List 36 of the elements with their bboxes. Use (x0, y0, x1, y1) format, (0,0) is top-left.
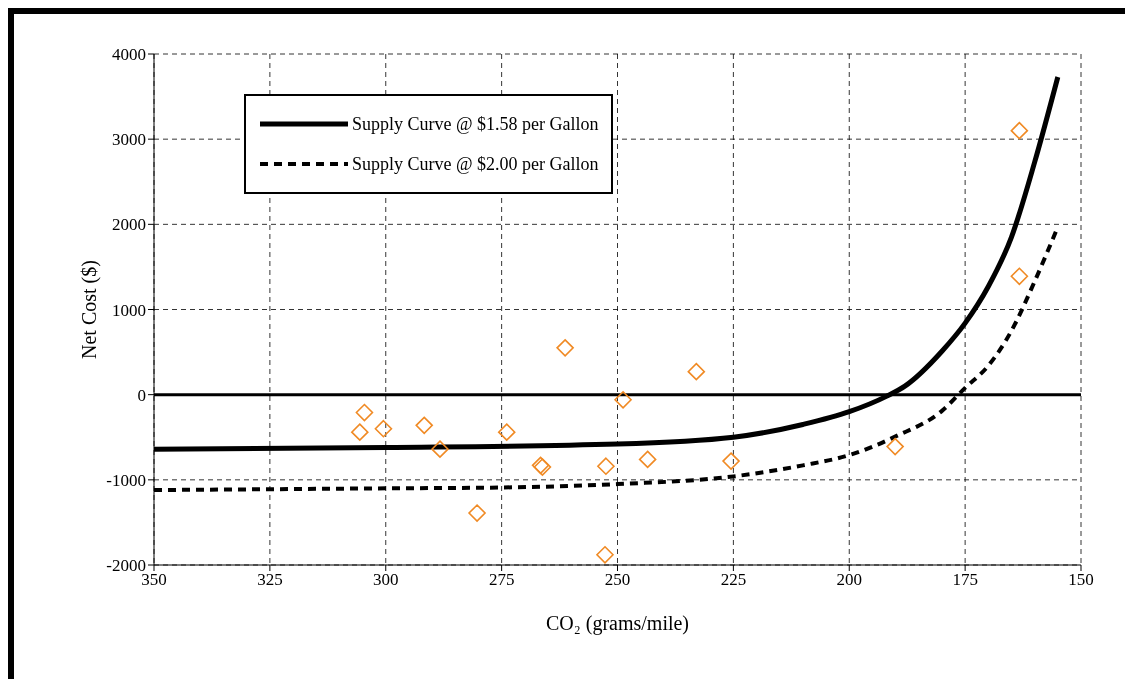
x-tick-label: 300 (373, 570, 399, 590)
point (687, 362, 706, 381)
y-tick-label: 0 (137, 385, 146, 405)
point (1010, 121, 1029, 140)
x-tick-label: 150 (1068, 570, 1094, 590)
point (556, 339, 574, 357)
x-tick-label: 175 (952, 570, 978, 590)
legend-label: Supply Curve @ $1.58 per Gallon (352, 113, 599, 135)
x-axis-title: CO₂ (grams/mile) (545, 612, 690, 635)
point (431, 440, 449, 458)
x-tick-label: 350 (141, 570, 167, 590)
y-axis-title: Net Cost ($) (78, 260, 102, 359)
y-tick-label: 1000 (112, 300, 146, 320)
point (722, 452, 740, 470)
y-tick-label: 3000 (112, 130, 146, 150)
point (1010, 267, 1029, 286)
legend-label: Supply Curve @ $2.00 per Gallon (352, 153, 599, 175)
x-tick-label: 225 (720, 570, 747, 590)
point (355, 403, 374, 422)
point (415, 416, 434, 435)
point (497, 423, 516, 441)
point (597, 457, 615, 476)
point (468, 504, 486, 522)
point (638, 450, 657, 469)
x-tick-label: 200 (836, 570, 862, 590)
x-tick-label: 325 (257, 570, 283, 590)
y-tick-label: 4000 (112, 45, 146, 65)
x-tick-label: 275 (488, 570, 515, 590)
point (350, 423, 369, 441)
y-tick-label: -1000 (106, 470, 146, 490)
point (886, 437, 904, 456)
point (614, 390, 632, 409)
point (374, 419, 393, 438)
point (596, 545, 614, 564)
y-tick-label: 2000 (112, 215, 146, 235)
x-tick-label: 250 (604, 570, 631, 590)
